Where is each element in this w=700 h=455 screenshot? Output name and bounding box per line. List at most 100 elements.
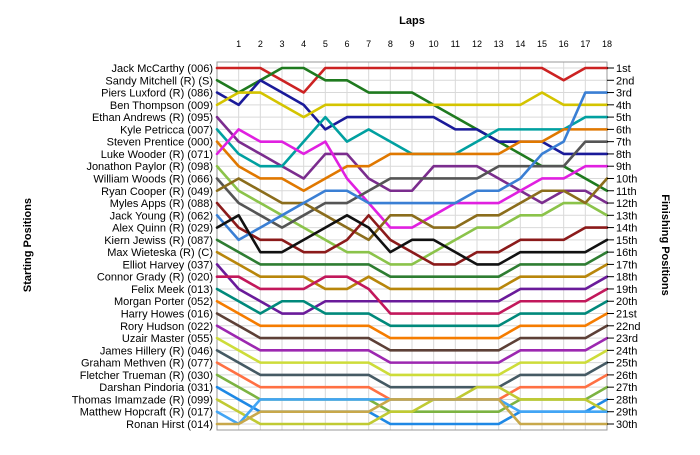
series-line [215, 385, 609, 426]
finishing-position-label: 22nd [616, 321, 640, 333]
driver-label: Myles Apps (R) (088) [110, 198, 213, 210]
series-line [215, 66, 609, 94]
driver-label: Ronan Hirst (014) [126, 419, 213, 431]
series-line [215, 250, 609, 291]
finishing-position-label: 21st [616, 309, 637, 321]
finishing-position-label: 8th [616, 149, 631, 161]
finishing-position-label: 19th [616, 284, 637, 296]
finishing-position-label: 6th [616, 124, 631, 136]
series-line [215, 349, 609, 389]
driver-label: Fletcher Trueman (R) (030) [80, 370, 213, 382]
driver-label: Max Wieteska (R) (C) [107, 247, 213, 259]
series-line [215, 201, 609, 266]
finishing-position-label: 23rd [616, 333, 638, 345]
finishing-position-label: 10th [616, 173, 637, 185]
driver-label: Piers Luxford (R) (086) [101, 88, 213, 100]
finishing-position-label: 2nd [616, 75, 634, 87]
series-line [215, 312, 609, 352]
finishing-position-label: 25th [616, 358, 637, 370]
driver-label: Steven Prentice (000) [107, 137, 213, 149]
finishing-position-label: 16th [616, 247, 637, 259]
finishing-position-label: 27th [616, 382, 637, 394]
driver-label: Connor Grady (R) (020) [97, 272, 213, 284]
driver-label: Darshan Pindoria (031) [99, 382, 213, 394]
lap-tick-label: 14 [515, 39, 525, 49]
series-line [215, 324, 609, 364]
series-line [215, 177, 609, 242]
series-line [215, 299, 609, 340]
driver-label: Uzair Master (055) [122, 333, 213, 345]
lap-tick-label: 3 [279, 39, 284, 49]
lap-tick-label: 7 [366, 39, 371, 49]
series-line [215, 398, 609, 426]
lap-tick-label: 2 [258, 39, 263, 49]
finishing-position-label: 30th [616, 419, 637, 431]
driver-label: Kyle Petricca (007) [120, 124, 213, 136]
lap-tick-label: 16 [559, 39, 569, 49]
finishing-position-label: 15th [616, 235, 637, 247]
finishing-position-label: 9th [616, 161, 631, 173]
lap-tick-label: 1 [236, 39, 241, 49]
finishing-position-label: 24th [616, 345, 637, 357]
finishing-position-layer: 1st2nd3rd4th5th6th7th8th9th10th11th12th1… [607, 63, 640, 431]
driver-label-layer: Jack McCarthy (006)Sandy Mitchell (R) (S… [72, 63, 213, 431]
finishing-position-label: 3rd [616, 88, 632, 100]
driver-label: Thomas Imamzade (R) (099) [72, 394, 213, 406]
driver-label: Morgan Porter (052) [114, 296, 213, 308]
finishing-position-label: 14th [616, 223, 637, 235]
driver-label: Jonathon Paylor (R) (098) [86, 161, 213, 173]
driver-label: Ben Thompson (009) [110, 100, 213, 112]
series-line [215, 91, 609, 119]
driver-label: James Hillery (R) (046) [100, 345, 213, 357]
finishing-position-label: 11th [616, 186, 637, 198]
series-line [215, 128, 609, 229]
driver-label: Ryan Cooper (R) (049) [101, 186, 213, 198]
driver-label: Jack McCarthy (006) [112, 63, 213, 75]
series-line [215, 275, 609, 315]
driver-label: Graham Methven (R) (077) [81, 358, 213, 370]
finishing-position-label: 12th [616, 198, 637, 210]
finishing-position-label: 26th [616, 370, 637, 382]
finishing-position-label: 4th [616, 100, 631, 112]
lap-tick-label: 9 [409, 39, 414, 49]
finishing-position-label: 1st [616, 63, 631, 75]
driver-label: Matthew Hopcraft (R) (017) [80, 407, 213, 419]
series-line [215, 336, 609, 377]
driver-label: Elliot Harvey (037) [123, 259, 213, 271]
series-line [215, 214, 609, 266]
series-line [215, 128, 609, 193]
driver-label: Harry Howes (016) [121, 309, 213, 321]
driver-label: Kiern Jewiss (R) (087) [104, 235, 213, 247]
lap-tick-label: 11 [451, 39, 460, 49]
series-line [215, 91, 609, 242]
driver-label: Jack Young (R) (062) [110, 210, 213, 222]
lap-tick-label: 5 [323, 39, 328, 49]
driver-label: Sandy Mitchell (R) (S) [105, 75, 213, 87]
driver-label: Alex Quinn (R) (029) [112, 223, 213, 235]
driver-label: Ethan Andrews (R) (095) [92, 112, 213, 124]
y-axis-title-left: Starting Positions [22, 198, 34, 292]
finishing-position-label: 28th [616, 394, 637, 406]
driver-label: Luke Wooder (R) (071) [101, 149, 213, 161]
lap-tick-label: 17 [580, 39, 590, 49]
driver-label: William Woods (R) (066) [93, 173, 213, 185]
lap-tick-label: 12 [472, 39, 482, 49]
y-axis-title-right: Finishing Positions [659, 194, 671, 295]
lap-tick-label: 10 [429, 39, 439, 49]
series-line [215, 140, 609, 229]
plot-frame [216, 61, 608, 431]
finishing-position-label: 20th [616, 296, 637, 308]
lap-tick-label: 6 [344, 39, 349, 49]
series-layer [215, 66, 609, 426]
x-axis-title: Laps [399, 15, 425, 27]
series-line [215, 287, 609, 328]
series-line [215, 238, 609, 278]
finishing-position-label: 7th [616, 137, 631, 149]
driver-label: Rory Hudson (022) [120, 321, 213, 333]
finishing-position-label: 18th [616, 272, 637, 284]
lap-tick-label: 4 [301, 39, 306, 49]
finishing-position-label: 29th [616, 407, 637, 419]
lap-tick-label: 18 [602, 39, 612, 49]
